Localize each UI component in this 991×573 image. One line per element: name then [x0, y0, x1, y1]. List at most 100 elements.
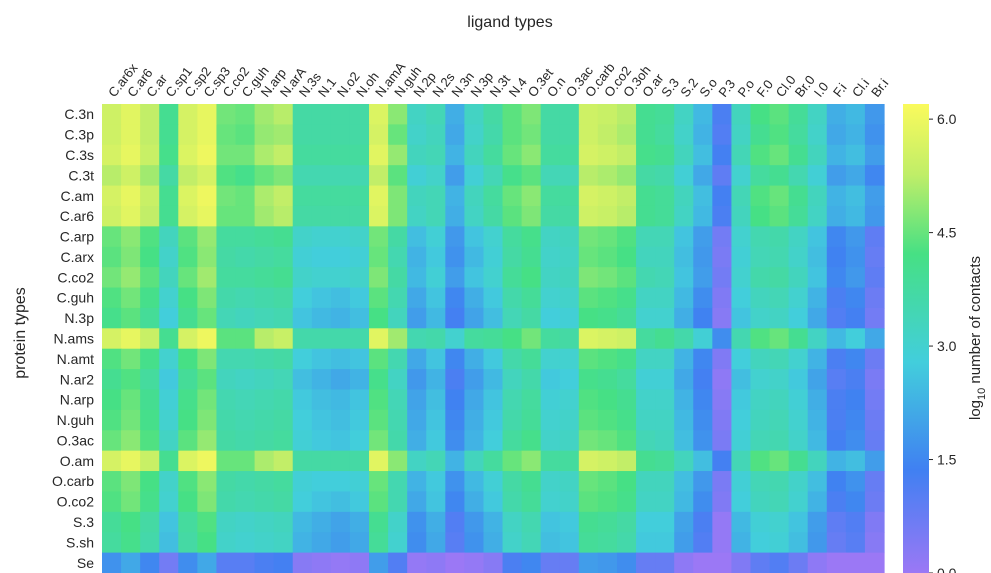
heatmap-cell [693, 491, 713, 513]
heatmap-cell [769, 430, 790, 452]
heatmap-cell [349, 307, 370, 329]
heatmap-cell [407, 369, 427, 391]
row-label: C.guh [57, 290, 94, 306]
heatmap-cell [807, 104, 828, 125]
heatmap-cell [159, 165, 179, 187]
heatmap-cell [616, 348, 637, 370]
heatmap-cell [502, 532, 523, 554]
heatmap-cell [311, 328, 332, 350]
heatmap-cell [235, 124, 256, 146]
heatmap-cell [273, 532, 294, 554]
heatmap-cell [464, 226, 485, 248]
heatmap-cell [273, 124, 294, 146]
heatmap-cell [445, 511, 465, 533]
heatmap-cell [254, 287, 275, 309]
heatmap-cell [693, 185, 713, 207]
heatmap-cell [216, 328, 237, 350]
column-label: P.o [734, 77, 757, 100]
heatmap-cell [407, 104, 427, 125]
heatmap-cell [464, 124, 485, 146]
heatmap-cell [178, 430, 198, 452]
heatmap-cell [292, 267, 313, 289]
heatmap-cell [731, 165, 752, 187]
heatmap-cell [349, 369, 370, 391]
heatmap-cell [121, 104, 141, 125]
heatmap-cell [864, 185, 885, 207]
heatmap-cell [197, 226, 218, 248]
heatmap-cell [407, 328, 427, 350]
heatmap-cell [178, 552, 198, 573]
heatmap-cell [292, 389, 313, 411]
heatmap-cell [121, 267, 141, 289]
heatmap-cell [769, 450, 790, 472]
heatmap-cell [254, 124, 275, 146]
heatmap-cell [445, 124, 465, 146]
heatmap-cell [559, 430, 580, 452]
heatmap-cell [521, 409, 542, 431]
heatmap-cell [655, 430, 675, 452]
heatmap-cell [140, 409, 160, 431]
heatmap-cell [540, 165, 561, 187]
heatmap-cell [826, 165, 847, 187]
heatmap-cell [140, 185, 160, 207]
heatmap-cell [826, 471, 847, 493]
heatmap-cell [254, 491, 275, 513]
heatmap-cell [674, 450, 694, 472]
heatmap-cell [826, 226, 847, 248]
heatmap-cell [159, 552, 179, 573]
heatmap-cell [273, 104, 294, 125]
heatmap-cell [636, 471, 656, 493]
heatmap-cell [369, 471, 389, 493]
heatmap-cell [521, 491, 542, 513]
heatmap-cell [483, 267, 504, 289]
heatmap-cell [483, 328, 504, 350]
heatmap-cell [845, 185, 866, 207]
heatmap-cell [750, 185, 771, 207]
heatmap-cell [674, 552, 694, 573]
heatmap-cell [788, 287, 809, 309]
heatmap-cell [121, 144, 141, 166]
heatmap-cell [502, 104, 523, 125]
heatmap-cell [216, 165, 237, 187]
heatmap-cell [578, 491, 599, 513]
heatmap-cell [197, 450, 218, 472]
heatmap-cell [578, 144, 599, 166]
heatmap-cell [540, 246, 561, 268]
heatmap-cell [712, 185, 733, 207]
heatmap-cell [559, 471, 580, 493]
heatmap-cell [407, 532, 427, 554]
heatmap-cell [216, 369, 237, 391]
heatmap-cell [502, 348, 523, 370]
heatmap-cell [712, 124, 733, 146]
heatmap-cell [311, 205, 332, 227]
heatmap-cell [845, 409, 866, 431]
heatmap-cell [159, 328, 179, 350]
heatmap-cell [559, 165, 580, 187]
heatmap-cell [540, 267, 561, 289]
heatmap-cell [102, 511, 122, 533]
heatmap-cell [121, 348, 141, 370]
heatmap-cell [235, 185, 256, 207]
heatmap-cell [845, 287, 866, 309]
heatmap-cell [388, 246, 408, 268]
heatmap-cell [655, 185, 675, 207]
heatmap-cell [311, 348, 332, 370]
heatmap-cell [159, 450, 179, 472]
heatmap-cell [597, 185, 618, 207]
heatmap-cell [788, 328, 809, 350]
heatmap-cell [102, 491, 122, 513]
heatmap-cell [750, 144, 771, 166]
heatmap-cell [502, 491, 523, 513]
heatmap-cell [159, 307, 179, 329]
heatmap-cell [769, 307, 790, 329]
heatmap-cell [502, 165, 523, 187]
heatmap-cell [616, 104, 637, 125]
heatmap-cell [616, 328, 637, 350]
heatmap-cell [159, 471, 179, 493]
heatmap-cell [521, 532, 542, 554]
heatmap-cell [807, 450, 828, 472]
heatmap-cell [502, 124, 523, 146]
heatmap-cell [750, 491, 771, 513]
row-label: C.co2 [57, 269, 94, 285]
heatmap-cell [426, 328, 446, 350]
